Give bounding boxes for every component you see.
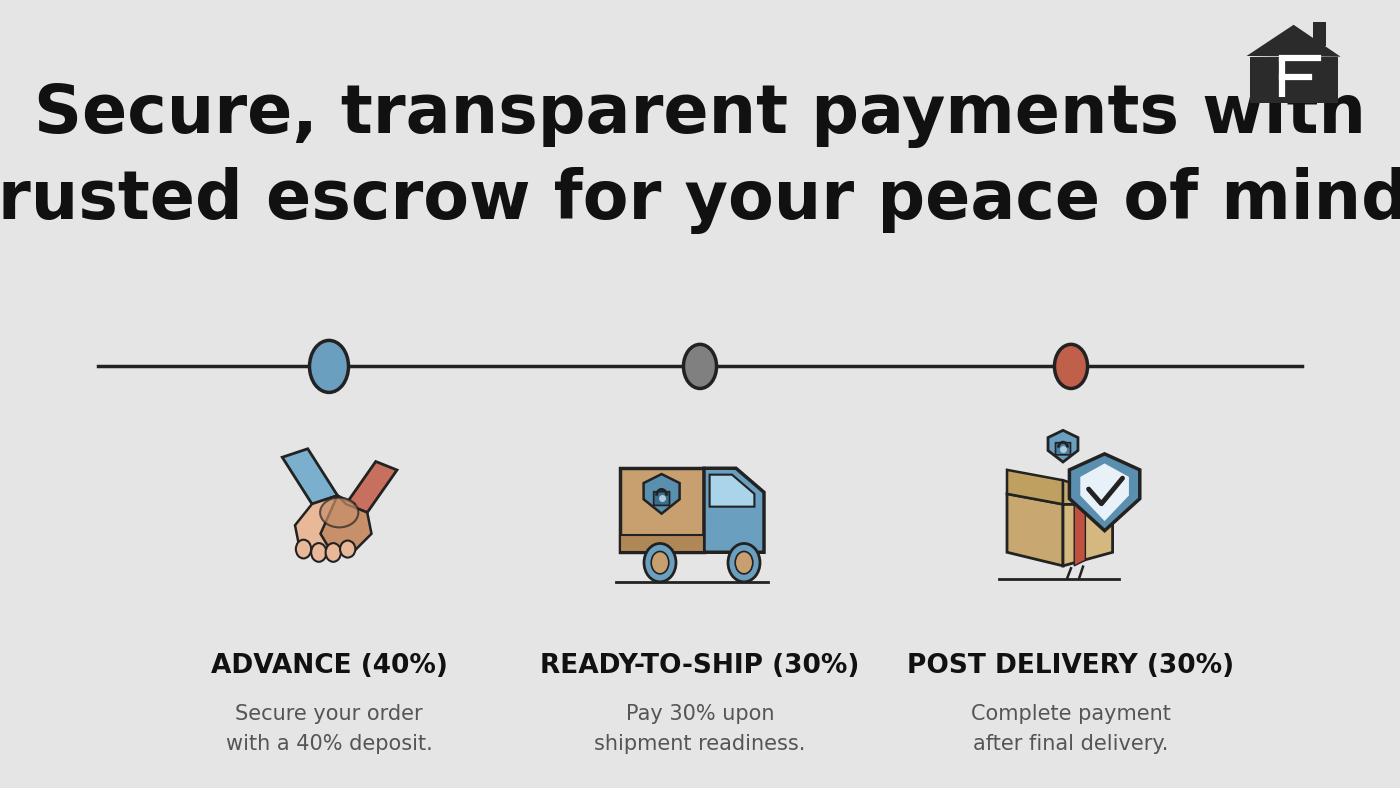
Ellipse shape	[735, 552, 753, 574]
Ellipse shape	[311, 543, 326, 562]
Ellipse shape	[321, 498, 358, 527]
Polygon shape	[644, 474, 679, 514]
Ellipse shape	[326, 543, 342, 562]
FancyBboxPatch shape	[1313, 22, 1326, 46]
Polygon shape	[321, 496, 371, 555]
Ellipse shape	[340, 541, 356, 558]
Polygon shape	[1063, 504, 1113, 566]
Polygon shape	[346, 462, 398, 512]
Polygon shape	[704, 468, 764, 552]
Ellipse shape	[1054, 344, 1088, 388]
FancyBboxPatch shape	[620, 468, 704, 552]
Text: Complete payment
after final delivery.: Complete payment after final delivery.	[972, 704, 1170, 753]
Polygon shape	[1007, 494, 1063, 566]
FancyBboxPatch shape	[1056, 443, 1071, 455]
Ellipse shape	[683, 344, 717, 388]
Polygon shape	[710, 474, 755, 507]
Polygon shape	[1074, 504, 1085, 566]
FancyBboxPatch shape	[1250, 57, 1338, 103]
FancyBboxPatch shape	[654, 492, 669, 505]
Ellipse shape	[309, 340, 349, 392]
Polygon shape	[283, 448, 337, 504]
Polygon shape	[295, 496, 354, 555]
Text: Secure, transparent payments with
trusted escrow for your peace of mind.: Secure, transparent payments with truste…	[0, 81, 1400, 234]
Polygon shape	[1049, 430, 1078, 462]
Ellipse shape	[295, 540, 311, 559]
Ellipse shape	[728, 544, 760, 582]
Ellipse shape	[644, 544, 676, 582]
Polygon shape	[1246, 24, 1341, 57]
Text: READY-TO-SHIP (30%): READY-TO-SHIP (30%)	[540, 653, 860, 678]
Polygon shape	[1070, 454, 1140, 530]
Text: Secure your order
with a 40% deposit.: Secure your order with a 40% deposit.	[225, 704, 433, 753]
Polygon shape	[1081, 463, 1128, 521]
Polygon shape	[1007, 470, 1063, 504]
Polygon shape	[1063, 480, 1113, 504]
Ellipse shape	[651, 552, 669, 574]
Text: ADVANCE (40%): ADVANCE (40%)	[210, 653, 448, 678]
Text: POST DELIVERY (30%): POST DELIVERY (30%)	[907, 653, 1235, 678]
Text: Pay 30% upon
shipment readiness.: Pay 30% upon shipment readiness.	[595, 704, 805, 753]
FancyBboxPatch shape	[620, 535, 704, 552]
